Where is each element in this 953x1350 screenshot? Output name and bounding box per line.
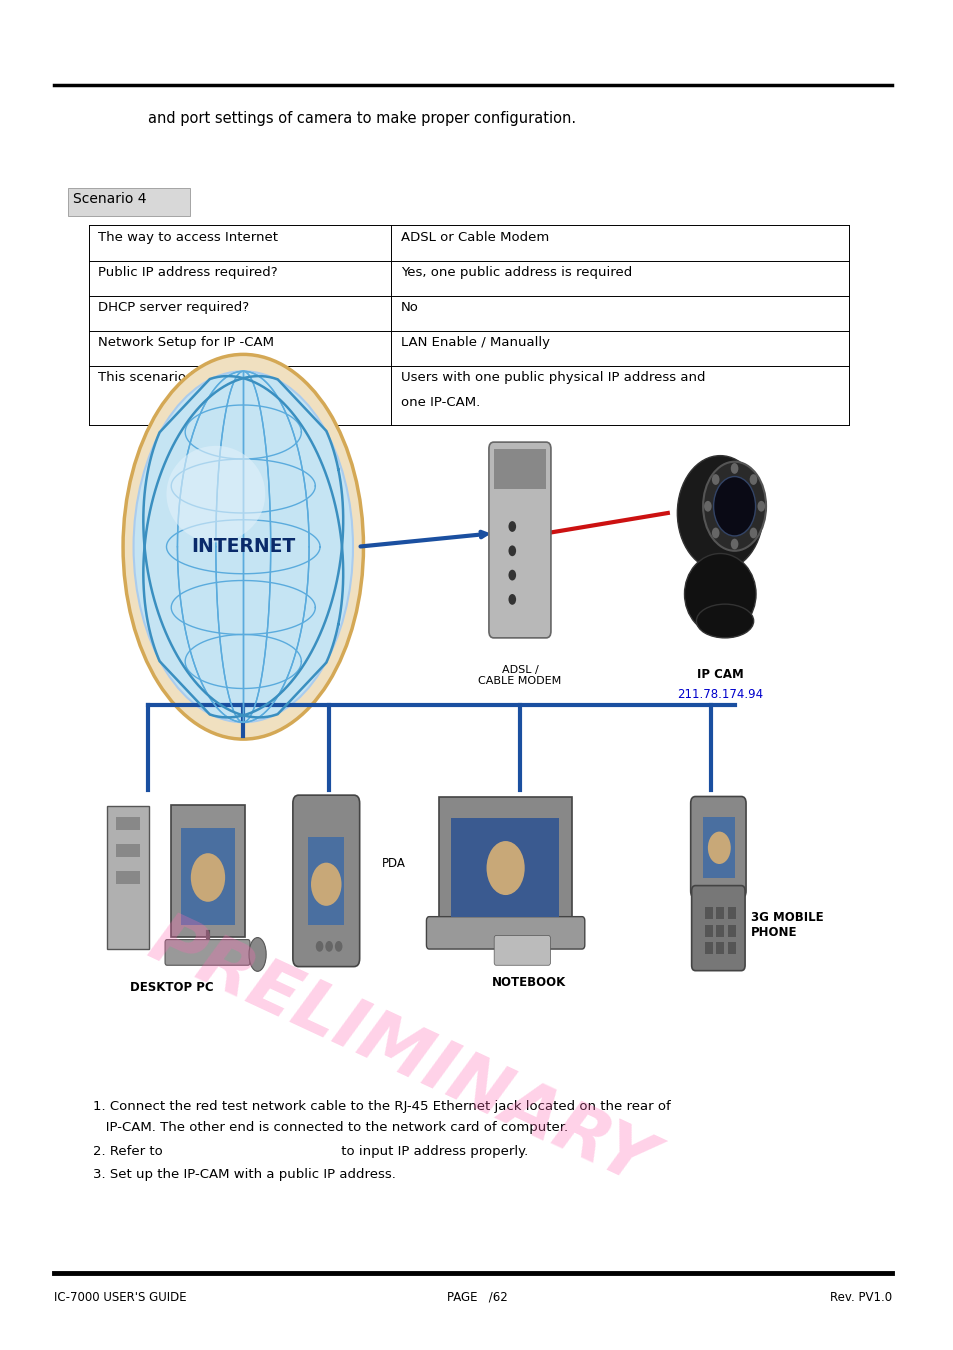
Text: one IP-CAM.: one IP-CAM. — [400, 396, 479, 409]
FancyBboxPatch shape — [727, 907, 735, 919]
Text: 3G MOBILE
PHONE: 3G MOBILE PHONE — [750, 911, 822, 940]
FancyBboxPatch shape — [716, 942, 723, 954]
Text: Users with one public physical IP address and: Users with one public physical IP addres… — [400, 371, 704, 385]
Text: Public IP address required?: Public IP address required? — [98, 266, 277, 279]
Text: DHCP server required?: DHCP server required? — [98, 301, 249, 315]
Circle shape — [311, 863, 341, 906]
Text: No: No — [400, 301, 418, 315]
FancyBboxPatch shape — [704, 925, 712, 937]
Text: IP CAM: IP CAM — [696, 668, 743, 682]
FancyBboxPatch shape — [716, 907, 723, 919]
Circle shape — [749, 474, 757, 485]
FancyBboxPatch shape — [68, 188, 190, 216]
Text: LAN Enable / Manually: LAN Enable / Manually — [400, 336, 549, 350]
Text: IP-CAM. The other end is connected to the network card of computer.: IP-CAM. The other end is connected to th… — [92, 1120, 567, 1134]
FancyBboxPatch shape — [704, 942, 712, 954]
FancyBboxPatch shape — [426, 917, 584, 949]
FancyBboxPatch shape — [438, 796, 572, 932]
Text: PAGE   /62: PAGE /62 — [446, 1291, 507, 1304]
Ellipse shape — [189, 945, 227, 958]
Ellipse shape — [133, 371, 353, 722]
Ellipse shape — [677, 456, 762, 570]
Circle shape — [702, 462, 765, 551]
Text: 211.78.174.94: 211.78.174.94 — [677, 688, 762, 702]
Ellipse shape — [696, 605, 753, 639]
FancyBboxPatch shape — [704, 907, 712, 919]
Circle shape — [508, 545, 516, 556]
FancyBboxPatch shape — [293, 795, 359, 967]
Text: INTERNET: INTERNET — [191, 537, 295, 556]
Circle shape — [730, 463, 738, 474]
Text: Network Setup for IP -CAM: Network Setup for IP -CAM — [98, 336, 274, 350]
Circle shape — [757, 501, 764, 512]
Ellipse shape — [166, 446, 265, 543]
Circle shape — [711, 474, 719, 485]
Circle shape — [191, 853, 225, 902]
FancyBboxPatch shape — [727, 942, 735, 954]
FancyBboxPatch shape — [727, 925, 735, 937]
Text: ADSL or Cable Modem: ADSL or Cable Modem — [400, 231, 548, 244]
Circle shape — [508, 521, 516, 532]
Ellipse shape — [123, 355, 363, 740]
Circle shape — [730, 539, 738, 549]
Circle shape — [749, 528, 757, 539]
Circle shape — [713, 477, 755, 536]
Text: IC-7000 USER'S GUIDE: IC-7000 USER'S GUIDE — [54, 1291, 187, 1304]
FancyBboxPatch shape — [107, 806, 149, 949]
FancyBboxPatch shape — [181, 828, 234, 925]
FancyBboxPatch shape — [451, 818, 558, 917]
FancyBboxPatch shape — [308, 837, 344, 925]
Text: Yes, one public address is required: Yes, one public address is required — [400, 266, 631, 279]
Circle shape — [508, 594, 516, 605]
Circle shape — [703, 501, 711, 512]
Text: ADSL /
CABLE MODEM: ADSL / CABLE MODEM — [477, 666, 561, 687]
FancyBboxPatch shape — [690, 796, 745, 898]
Ellipse shape — [249, 938, 266, 972]
Circle shape — [335, 941, 342, 952]
Text: 1. Connect the red test network cable to the RJ-45 Ethernet jack located on the : 1. Connect the red test network cable to… — [92, 1100, 670, 1114]
Circle shape — [707, 832, 730, 864]
FancyBboxPatch shape — [494, 936, 550, 965]
FancyBboxPatch shape — [702, 817, 734, 878]
Circle shape — [325, 941, 333, 952]
Circle shape — [711, 528, 719, 539]
Text: This scenario is best for:: This scenario is best for: — [98, 371, 261, 385]
Ellipse shape — [683, 554, 755, 634]
FancyBboxPatch shape — [691, 886, 744, 971]
Circle shape — [315, 941, 323, 952]
Text: PRELIMINARY: PRELIMINARY — [138, 906, 662, 1200]
Text: PDA: PDA — [381, 857, 405, 871]
FancyBboxPatch shape — [716, 925, 723, 937]
Text: DESKTOP PC: DESKTOP PC — [130, 981, 213, 995]
FancyBboxPatch shape — [489, 443, 551, 639]
Circle shape — [508, 570, 516, 580]
Text: and port settings of camera to make proper configuration.: and port settings of camera to make prop… — [148, 111, 576, 126]
Text: Rev. PV1.0: Rev. PV1.0 — [829, 1291, 891, 1304]
Text: 3. Set up the IP-CAM with a public IP address.: 3. Set up the IP-CAM with a public IP ad… — [92, 1168, 395, 1181]
FancyBboxPatch shape — [116, 844, 140, 857]
FancyBboxPatch shape — [116, 871, 140, 884]
Text: Scenario 4: Scenario 4 — [73, 192, 147, 205]
FancyBboxPatch shape — [165, 940, 250, 965]
Text: 2. Refer to                                          to input IP address properl: 2. Refer to to input IP address properl — [92, 1145, 527, 1158]
Circle shape — [486, 841, 524, 895]
FancyBboxPatch shape — [116, 817, 140, 830]
Text: NOTEBOOK: NOTEBOOK — [492, 976, 566, 990]
FancyBboxPatch shape — [494, 448, 546, 490]
Text: The way to access Internet: The way to access Internet — [98, 231, 278, 244]
FancyBboxPatch shape — [171, 805, 245, 937]
